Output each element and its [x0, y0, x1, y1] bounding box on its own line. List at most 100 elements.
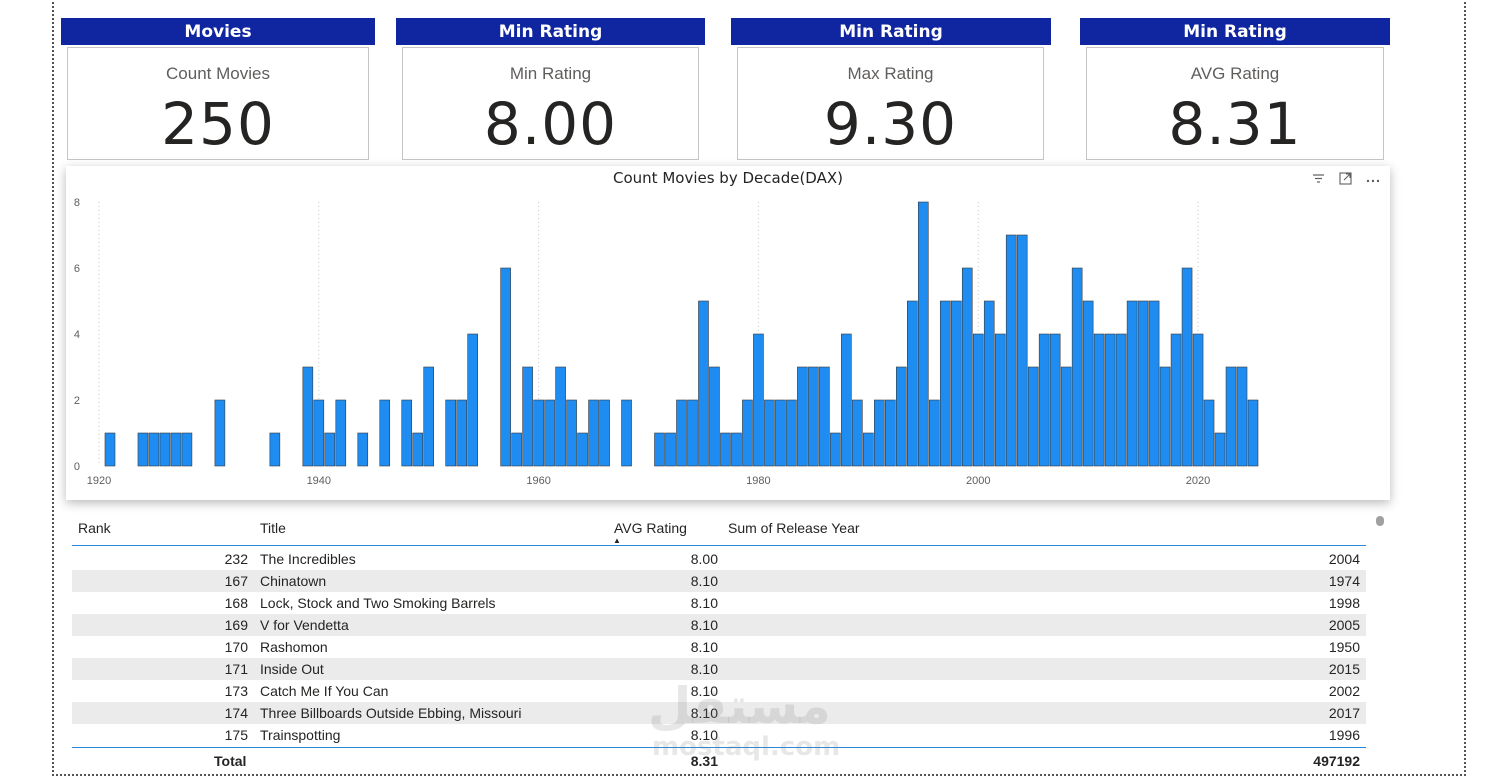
focus-mode-icon[interactable]	[1339, 172, 1352, 187]
bar-2017[interactable]	[1159, 366, 1171, 467]
bar-1989[interactable]	[852, 399, 863, 467]
bar-1976[interactable]	[709, 366, 720, 467]
bar-1999[interactable]	[961, 267, 973, 467]
bar-1971[interactable]	[654, 432, 665, 467]
bar-1924[interactable]	[137, 432, 149, 467]
bar-1979[interactable]	[742, 399, 753, 467]
bar-2007[interactable]	[1049, 333, 1061, 467]
bar-1968[interactable]	[621, 399, 632, 467]
bar-1954[interactable]	[467, 333, 478, 467]
bar-2001[interactable]	[983, 300, 995, 467]
bar-1990[interactable]	[863, 432, 874, 467]
bar-1978[interactable]	[731, 432, 742, 467]
chart-panel[interactable]: 1920 1940 1960 1980 2000 2020 0 2 4 6 8 Count Movi…	[66, 166, 1390, 500]
bar-2002[interactable]	[994, 333, 1006, 467]
bar-2006[interactable]	[1038, 333, 1050, 467]
table-row[interactable]: 168 Lock, Stock and Two Smoking Barrels 8.…	[72, 592, 1366, 614]
bar-1948[interactable]	[401, 399, 413, 467]
bar-1981[interactable]	[764, 399, 775, 467]
bar-1972[interactable]	[665, 432, 676, 467]
bar-1983[interactable]	[786, 399, 797, 467]
bar-1994[interactable]	[906, 300, 918, 467]
bar-1952[interactable]	[445, 399, 456, 467]
bar-2021[interactable]	[1203, 399, 1215, 467]
table-row[interactable]: 171 Inside Out 8.10 2015	[72, 658, 1366, 680]
bar-1921[interactable]	[104, 432, 116, 467]
table-row[interactable]: 170 Rashomon 8.10 1950	[72, 636, 1366, 658]
bar-1962[interactable]	[555, 366, 566, 467]
scrollbar-thumb[interactable]	[1376, 516, 1384, 526]
bar-2005[interactable]	[1027, 366, 1039, 467]
bar-1959[interactable]	[522, 366, 533, 467]
bar-2018[interactable]	[1170, 333, 1182, 467]
column-header-title[interactable]: Title	[260, 520, 286, 536]
bar-2024[interactable]	[1236, 366, 1248, 467]
bar-1982[interactable]	[775, 399, 786, 467]
table-row[interactable]: 167 Chinatown 8.10 1974	[72, 570, 1366, 592]
bar-1980[interactable]	[753, 333, 764, 467]
bar-1964[interactable]	[577, 432, 588, 467]
bar-2015[interactable]	[1137, 300, 1149, 467]
bar-2020[interactable]	[1192, 333, 1204, 467]
bar-1965[interactable]	[588, 399, 599, 467]
bar-1985[interactable]	[808, 366, 819, 467]
table-row[interactable]: 175 Trainspotting 8.10 1996	[72, 724, 1366, 746]
bar-1975[interactable]	[698, 300, 709, 467]
bar-1974[interactable]	[687, 399, 698, 467]
bar-1957[interactable]	[500, 267, 511, 467]
bar-1984[interactable]	[797, 366, 808, 467]
bar-2012[interactable]	[1104, 333, 1116, 467]
more-options-icon[interactable]	[1366, 174, 1380, 186]
bar-1931[interactable]	[214, 399, 226, 467]
bar-2022[interactable]	[1214, 432, 1226, 467]
bar-1928[interactable]	[181, 432, 193, 467]
bar-2008[interactable]	[1060, 366, 1072, 467]
column-header-release-year[interactable]: Sum of Release Year	[728, 520, 860, 536]
bar-1950[interactable]	[423, 366, 435, 467]
bar-2011[interactable]	[1093, 333, 1105, 467]
bar-1944[interactable]	[357, 432, 369, 467]
bar-2000[interactable]	[972, 333, 984, 467]
bar-1986[interactable]	[819, 366, 830, 467]
bar-1936[interactable]	[269, 432, 281, 467]
bar-2003[interactable]	[1005, 234, 1017, 467]
bar-2025[interactable]	[1247, 399, 1259, 467]
bar-2013[interactable]	[1115, 333, 1127, 467]
bar-1992[interactable]	[885, 399, 896, 467]
bar-2023[interactable]	[1225, 366, 1237, 467]
bar-1963[interactable]	[566, 399, 577, 467]
bar-1958[interactable]	[511, 432, 522, 467]
bar-1993[interactable]	[896, 366, 907, 467]
bar-1942[interactable]	[335, 399, 347, 467]
movies-table[interactable]: Rank Title AVG Rating Sum of Release Yea…	[72, 512, 1384, 774]
bar-1991[interactable]	[874, 399, 885, 467]
bar-chart[interactable]: 1920 1940 1960 1980 2000 2020 0 2 4 6 8	[66, 166, 1390, 500]
table-row[interactable]: 232 The Incredibles 8.00 2004	[72, 548, 1366, 570]
bar-1973[interactable]	[676, 399, 687, 467]
bar-1941[interactable]	[324, 432, 336, 467]
column-header-rank[interactable]: Rank	[78, 520, 111, 536]
column-header-avg-rating[interactable]: AVG Rating	[614, 520, 687, 536]
filter-icon[interactable]	[1312, 173, 1325, 186]
bar-2019[interactable]	[1181, 267, 1193, 467]
bar-1966[interactable]	[599, 399, 610, 467]
bar-1927[interactable]	[170, 432, 182, 467]
bar-1977[interactable]	[720, 432, 731, 467]
bar-1995[interactable]	[917, 201, 929, 467]
bar-1926[interactable]	[159, 432, 171, 467]
bar-1988[interactable]	[841, 333, 852, 467]
bar-2016[interactable]	[1148, 300, 1160, 467]
bar-1998[interactable]	[950, 300, 962, 467]
bar-2009[interactable]	[1071, 267, 1083, 467]
bar-1953[interactable]	[456, 399, 467, 467]
bar-1940[interactable]	[313, 399, 325, 467]
bar-1946[interactable]	[379, 399, 391, 467]
table-row[interactable]: 174 Three Billboards Outside Ebbing, Miss…	[72, 702, 1366, 724]
bar-1987[interactable]	[830, 432, 841, 467]
table-row[interactable]: 173 Catch Me If You Can 8.10 2002	[72, 680, 1366, 702]
bar-1961[interactable]	[544, 399, 555, 467]
bar-1939[interactable]	[302, 366, 314, 467]
bar-1949[interactable]	[412, 432, 424, 467]
bar-2014[interactable]	[1126, 300, 1138, 467]
bar-1997[interactable]	[939, 300, 951, 467]
